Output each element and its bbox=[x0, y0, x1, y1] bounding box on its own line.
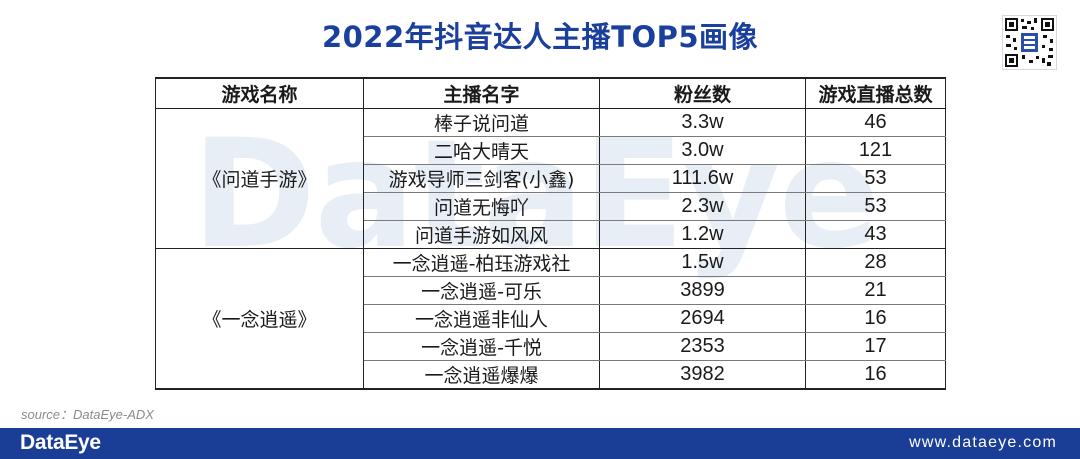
table-row: 问道手游如风风 1.2w 43 bbox=[156, 220, 946, 249]
stream-count-cell: 53 bbox=[805, 192, 946, 221]
table-row: 二哈大晴天 3.0w 121 bbox=[156, 136, 946, 165]
table-row: 游戏导师三剑客(小鑫) 111.6w 53 bbox=[156, 164, 946, 193]
streamer-name-cell: 问道无悔吖 bbox=[363, 192, 600, 221]
qr-code-icon bbox=[1002, 15, 1057, 70]
header-game-name: 游戏名称 bbox=[155, 77, 364, 109]
fans-cell: 3.3w bbox=[599, 108, 806, 137]
table-row: 《一念逍遥》 一念逍遥-柏珏游戏社 1.5w 28 bbox=[155, 248, 946, 390]
footer-website-link[interactable]: www.dataeye.com bbox=[909, 434, 1057, 451]
footer-bar: DataEye www.dataeye.com bbox=[0, 428, 1080, 459]
fans-cell: 111.6w bbox=[599, 164, 806, 193]
table-row: 《问道手游》 棒子说问道 3.3w 46 bbox=[155, 108, 946, 249]
stream-count-cell: 16 bbox=[805, 304, 946, 333]
page-title: 2022年抖音达人主播TOP5画像 bbox=[321, 20, 759, 54]
fans-cell: 3982 bbox=[599, 360, 806, 390]
fans-cell: 1.5w bbox=[599, 248, 806, 277]
streamer-name-cell: 一念逍遥-柏珏游戏社 bbox=[363, 248, 600, 277]
streamer-name-cell: 棒子说问道 bbox=[363, 108, 600, 137]
fans-cell: 2353 bbox=[599, 332, 806, 361]
fans-cell: 1.2w bbox=[599, 220, 806, 249]
header-streamer-name: 主播名字 bbox=[363, 77, 600, 109]
table-header-row: 游戏名称 主播名字 粉丝数 游戏直播总数 bbox=[155, 77, 946, 109]
stream-count-cell: 43 bbox=[805, 220, 946, 249]
fans-cell: 2.3w bbox=[599, 192, 806, 221]
table-row: 一念逍遥-可乐 3899 21 bbox=[156, 276, 946, 305]
table-row: 一念逍遥-千悦 2353 17 bbox=[156, 332, 946, 361]
fans-cell: 2694 bbox=[599, 304, 806, 333]
table-row: 问道无悔吖 2.3w 53 bbox=[156, 192, 946, 221]
stream-count-cell: 121 bbox=[805, 136, 946, 165]
stream-count-cell: 21 bbox=[805, 276, 946, 305]
stream-count-cell: 17 bbox=[805, 332, 946, 361]
stream-count-cell: 16 bbox=[805, 360, 946, 390]
game-name-cell: 《一念逍遥》 bbox=[155, 248, 364, 390]
stream-count-cell: 53 bbox=[805, 164, 946, 193]
header-stream-count: 游戏直播总数 bbox=[805, 77, 946, 109]
streamer-name-cell: 问道手游如风风 bbox=[363, 220, 600, 249]
streamer-name-cell: 一念逍遥-千悦 bbox=[363, 332, 600, 361]
fans-cell: 3899 bbox=[599, 276, 806, 305]
table-row: 一念逍遥非仙人 2694 16 bbox=[156, 304, 946, 333]
table-row: 一念逍遥爆爆 3982 16 bbox=[156, 360, 946, 390]
stream-count-cell: 28 bbox=[805, 248, 946, 277]
footer-logo: DataEye bbox=[20, 431, 101, 454]
streamer-name-cell: 二哈大晴天 bbox=[363, 136, 600, 165]
stream-count-cell: 46 bbox=[805, 108, 946, 137]
fans-cell: 3.0w bbox=[599, 136, 806, 165]
streamer-name-cell: 一念逍遥-可乐 bbox=[363, 276, 600, 305]
streamer-name-cell: 游戏导师三剑客(小鑫) bbox=[363, 164, 600, 193]
streamer-name-cell: 一念逍遥爆爆 bbox=[363, 360, 600, 390]
source-note: source：DataEye-ADX bbox=[21, 407, 154, 422]
streamer-table: 游戏名称 主播名字 粉丝数 游戏直播总数 《问道手游》 棒子说问道 3.3w 4… bbox=[155, 77, 946, 390]
game-name-cell: 《问道手游》 bbox=[155, 108, 364, 249]
header-fans: 粉丝数 bbox=[599, 77, 806, 109]
streamer-name-cell: 一念逍遥非仙人 bbox=[363, 304, 600, 333]
